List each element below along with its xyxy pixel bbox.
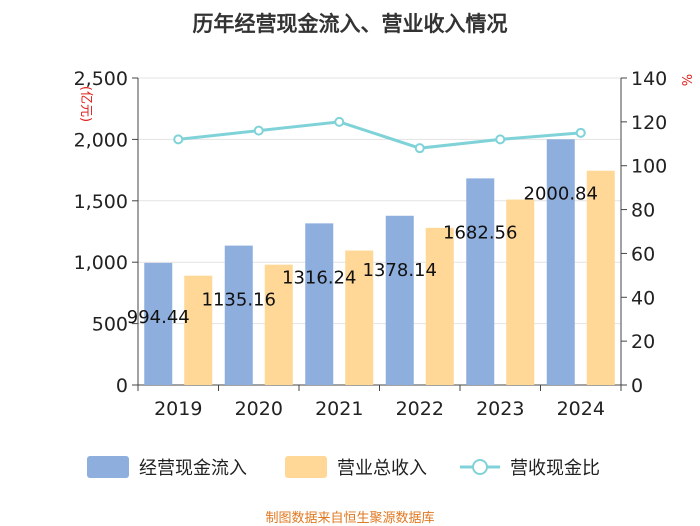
cash-inflow-bar — [305, 223, 334, 385]
x-axis-tick-label: 2020 — [235, 398, 283, 420]
bar-data-label: 1316.24 — [282, 267, 356, 288]
ratio-point — [414, 143, 425, 154]
x-axis-tick-label: 2024 — [557, 398, 605, 420]
legend-label-ratio: 营收现金比 — [510, 458, 600, 479]
cash-inflow-bar — [466, 178, 495, 385]
left-axis-tick-label: 2,500 — [74, 68, 128, 90]
right-axis-tick-label: 80 — [631, 200, 655, 222]
x-axis-tick-label: 2023 — [476, 398, 524, 420]
x-axis-tick-label: 2022 — [396, 398, 444, 420]
bar-data-label: 2000.84 — [524, 183, 598, 204]
ratio-point — [334, 116, 345, 127]
right-axis-tick-label: 40 — [631, 287, 655, 309]
left-axis-tick-label: 500 — [92, 314, 128, 336]
ratio-line — [178, 120, 581, 150]
revenue-bar — [586, 170, 615, 385]
bar-data-label: 994.44 — [127, 307, 190, 328]
right-axis-tick-label: 100 — [631, 156, 667, 178]
right-axis-tick-label: 120 — [631, 112, 667, 134]
chart-title: 历年经营现金流入、营业收入情况 — [192, 12, 508, 36]
right-axis-tick-label: 60 — [631, 243, 655, 265]
right-axis-unit: % — [678, 74, 693, 86]
ratio-point — [495, 134, 506, 145]
ratio-point — [173, 134, 184, 145]
cash-inflow-bar — [546, 139, 575, 385]
x-axis-tick-label: 2019 — [154, 398, 202, 420]
revenue-bar — [506, 199, 535, 385]
revenue-bar — [345, 250, 374, 385]
bar-data-label: 1378.14 — [363, 260, 437, 281]
right-axis-tick-label: 20 — [631, 331, 655, 353]
legend-label-cash-inflow: 经营现金流入 — [139, 458, 247, 479]
left-axis-tick-label: 1,500 — [74, 191, 128, 213]
legend-swatch-ratio-marker — [472, 459, 488, 475]
bar-data-label: 1135.16 — [202, 290, 276, 311]
x-axis-tick-label: 2021 — [315, 398, 363, 420]
revenue-bar — [184, 275, 213, 385]
right-axis-tick-label: 0 — [631, 375, 643, 397]
left-axis-tick-label: 0 — [116, 375, 128, 397]
legend-swatch-cash-inflow — [87, 456, 129, 478]
ratio-point — [253, 125, 264, 136]
revenue-bar — [264, 264, 293, 385]
cash-inflow-bar — [224, 245, 253, 385]
bar-data-label: 1682.56 — [443, 222, 517, 243]
right-axis-tick-label: 140 — [631, 68, 667, 90]
source-footer: 制图数据来自恒生聚源数据库 — [265, 511, 435, 526]
legend-label-revenue: 营业总收入 — [337, 458, 427, 479]
left-axis-tick-label: 1,000 — [74, 252, 128, 274]
left-axis-tick-label: 2,000 — [74, 129, 128, 151]
cash-inflow-bar — [385, 215, 414, 385]
left-axis-unit: (亿元) — [78, 86, 93, 122]
ratio-point — [575, 127, 586, 138]
legend-swatch-revenue — [285, 456, 327, 478]
cash-inflow-bar — [144, 262, 173, 385]
revenue-bar — [425, 227, 454, 385]
